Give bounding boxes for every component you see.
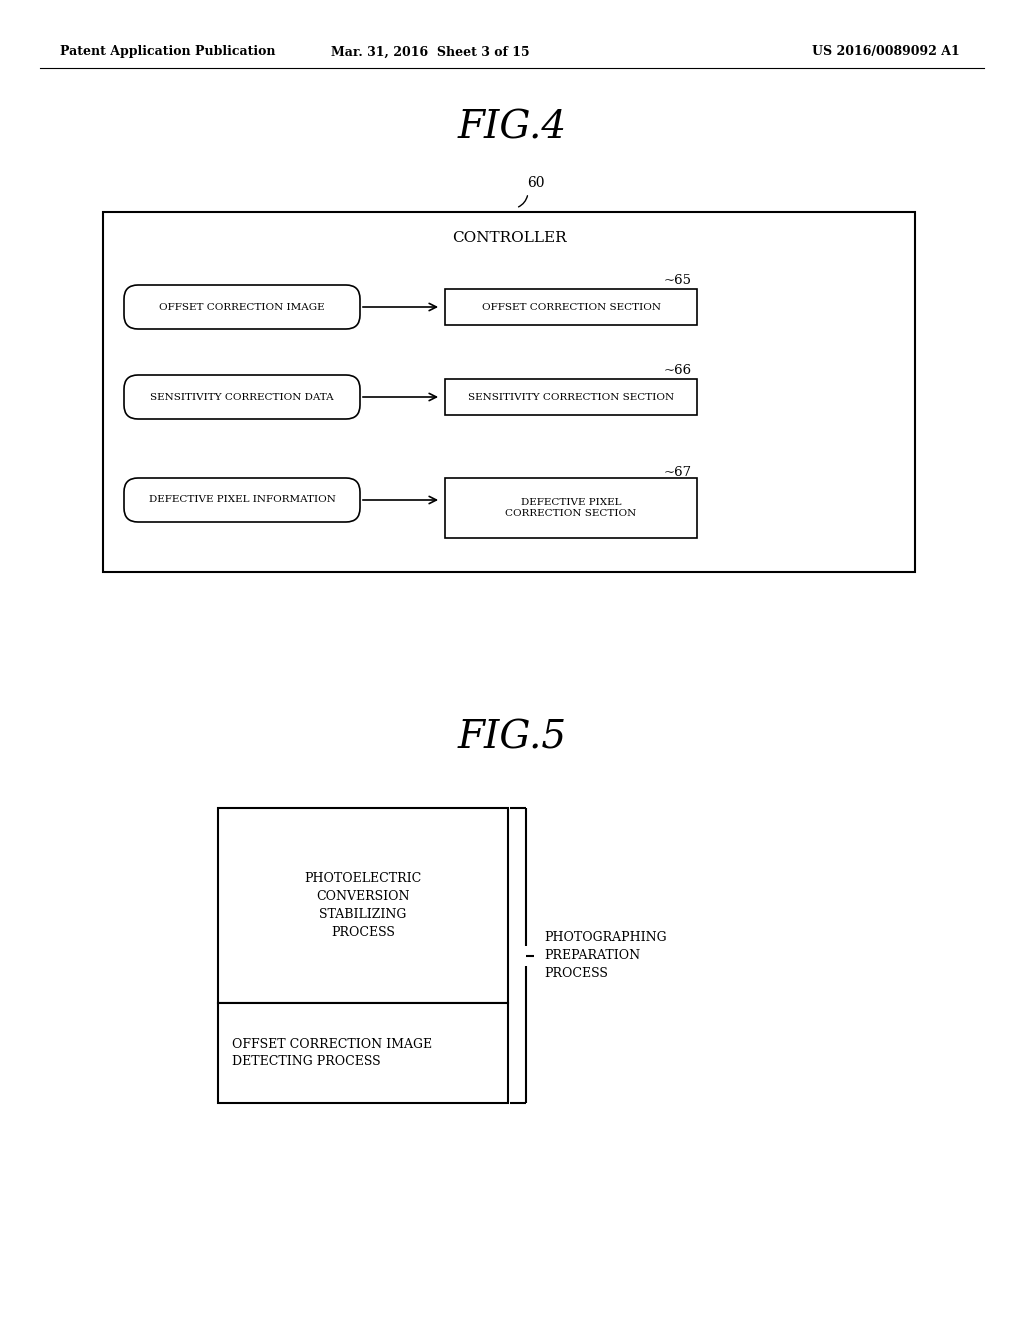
Bar xyxy=(103,213,915,572)
Bar xyxy=(445,478,697,539)
Text: OFFSET CORRECTION IMAGE
DETECTING PROCESS: OFFSET CORRECTION IMAGE DETECTING PROCES… xyxy=(232,1038,432,1068)
Text: 60: 60 xyxy=(527,176,545,190)
Text: DEFECTIVE PIXEL
CORRECTION SECTION: DEFECTIVE PIXEL CORRECTION SECTION xyxy=(506,498,637,519)
Text: SENSITIVITY CORRECTION SECTION: SENSITIVITY CORRECTION SECTION xyxy=(468,392,674,401)
Bar xyxy=(445,289,697,325)
Text: OFFSET CORRECTION SECTION: OFFSET CORRECTION SECTION xyxy=(481,302,660,312)
FancyBboxPatch shape xyxy=(124,375,360,418)
Bar xyxy=(218,808,508,1003)
Text: SENSITIVITY CORRECTION DATA: SENSITIVITY CORRECTION DATA xyxy=(151,392,334,401)
Text: FIG.5: FIG.5 xyxy=(458,719,566,756)
Text: ~67: ~67 xyxy=(664,466,692,479)
FancyBboxPatch shape xyxy=(124,285,360,329)
Text: US 2016/0089092 A1: US 2016/0089092 A1 xyxy=(812,45,961,58)
Text: CONTROLLER: CONTROLLER xyxy=(452,231,566,246)
Text: Patent Application Publication: Patent Application Publication xyxy=(60,45,275,58)
Bar xyxy=(445,379,697,414)
Text: Mar. 31, 2016  Sheet 3 of 15: Mar. 31, 2016 Sheet 3 of 15 xyxy=(331,45,529,58)
Text: ~66: ~66 xyxy=(664,363,692,376)
Text: DEFECTIVE PIXEL INFORMATION: DEFECTIVE PIXEL INFORMATION xyxy=(148,495,336,504)
Text: PHOTOGRAPHING
PREPARATION
PROCESS: PHOTOGRAPHING PREPARATION PROCESS xyxy=(544,931,667,979)
FancyBboxPatch shape xyxy=(124,478,360,521)
Text: FIG.4: FIG.4 xyxy=(458,110,566,147)
Text: OFFSET CORRECTION IMAGE: OFFSET CORRECTION IMAGE xyxy=(159,302,325,312)
Text: ~65: ~65 xyxy=(664,273,692,286)
Text: PHOTOELECTRIC
CONVERSION
STABILIZING
PROCESS: PHOTOELECTRIC CONVERSION STABILIZING PRO… xyxy=(304,873,422,939)
Bar xyxy=(218,1003,508,1104)
